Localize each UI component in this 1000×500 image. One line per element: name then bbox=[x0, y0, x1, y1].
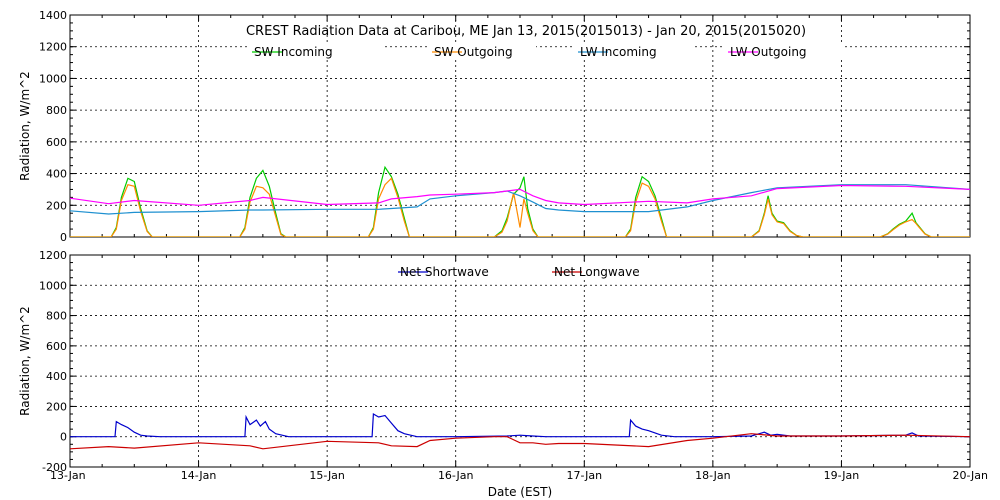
x-tick-label: 15-Jan bbox=[309, 469, 345, 482]
x-tick-label: 18-Jan bbox=[695, 469, 731, 482]
y-tick-label: 400 bbox=[46, 168, 67, 181]
y-tick-label: 600 bbox=[46, 340, 67, 353]
series-line-net-shortwave bbox=[70, 412, 970, 438]
y-tick-label: 1200 bbox=[39, 249, 67, 262]
y-tick-label: 800 bbox=[46, 310, 67, 323]
y-axis-label: Radiation, W/m^2 bbox=[18, 71, 32, 181]
legend-label: SW Outgoing bbox=[434, 45, 513, 59]
y-tick-label: 200 bbox=[46, 199, 67, 212]
y-tick-label: 1400 bbox=[39, 9, 67, 22]
x-tick-label: 20-Jan bbox=[952, 469, 988, 482]
y-tick-label: 1000 bbox=[39, 279, 67, 292]
series-line-sw-outgoing bbox=[70, 177, 970, 237]
x-tick-label: 16-Jan bbox=[438, 469, 474, 482]
legend-background bbox=[394, 265, 514, 279]
y-tick-label: 200 bbox=[46, 400, 67, 413]
y-tick-label: 0 bbox=[60, 431, 67, 444]
legend-background bbox=[574, 45, 694, 59]
y-tick-label: 400 bbox=[46, 370, 67, 383]
legend-label: SW Incoming bbox=[254, 45, 333, 59]
x-tick-label: 17-Jan bbox=[567, 469, 603, 482]
legend-label: Net Shortwave bbox=[400, 265, 489, 279]
legend-background bbox=[548, 265, 676, 279]
legend-label: Net Longwave bbox=[554, 265, 640, 279]
series-line-net-longwave bbox=[70, 433, 970, 450]
series-line-lw-outgoing bbox=[70, 184, 970, 206]
legend-label: LW Outgoing bbox=[730, 45, 807, 59]
legend-background bbox=[428, 45, 536, 59]
y-tick-label: 1200 bbox=[39, 41, 67, 54]
x-tick-label: 19-Jan bbox=[824, 469, 860, 482]
panel-1: 0 200 400 600 800 1000 1200 1400 Radiation, W/m^… bbox=[18, 9, 971, 244]
y-tick-label: 800 bbox=[46, 104, 67, 117]
y-tick-label: 600 bbox=[46, 136, 67, 149]
x-axis-label: Date (EST) bbox=[488, 485, 552, 499]
chart-title: CREST Radiation Data at Caribou, ME Jan … bbox=[246, 24, 806, 39]
y-tick-label: 1000 bbox=[39, 72, 67, 85]
y-axis-label: Radiation, W/m^2 bbox=[18, 306, 32, 416]
legend-label: LW Incoming bbox=[580, 45, 657, 59]
x-tick-label: 14-Jan bbox=[181, 469, 217, 482]
legend-background bbox=[724, 45, 844, 59]
panel-2: -200 0 200 400 600 800 1000 1200 13-Jan 14-Jan 15-… bbox=[18, 249, 988, 499]
legend-background bbox=[248, 45, 382, 59]
y-tick-label: -200 bbox=[42, 461, 67, 474]
y-tick-label: 0 bbox=[60, 231, 67, 244]
x-tick-label: 13-Jan bbox=[50, 469, 86, 482]
